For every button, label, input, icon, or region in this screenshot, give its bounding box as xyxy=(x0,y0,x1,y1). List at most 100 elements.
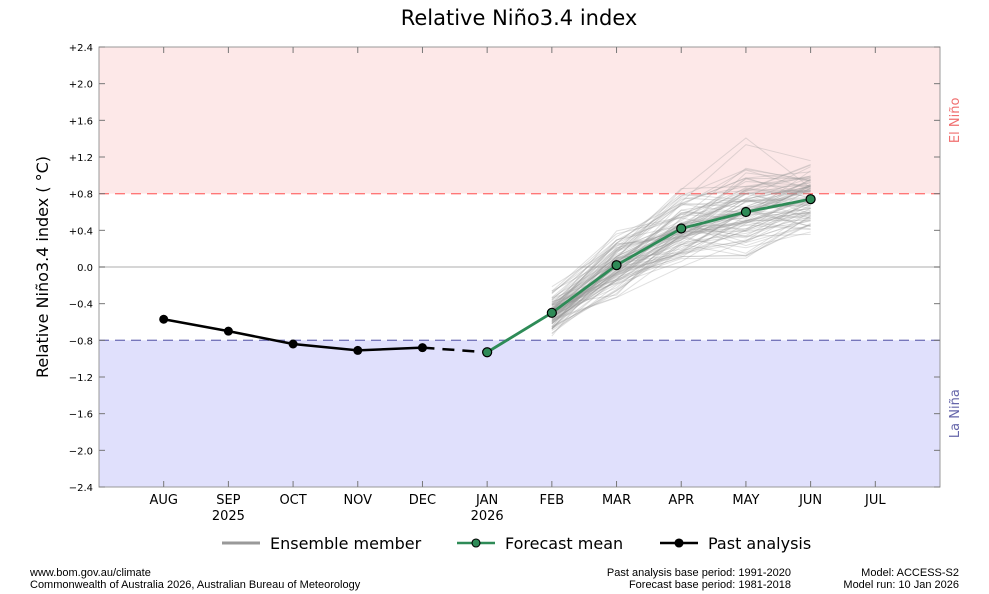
year-label: 2025 xyxy=(212,509,245,524)
past-to-forecast-dashed-line xyxy=(422,346,488,354)
ensemble-member-line xyxy=(551,202,811,315)
y-tick-label: +0.4 xyxy=(69,226,93,237)
y-tick-label: −0.4 xyxy=(69,300,93,311)
y-tick-label: −2.4 xyxy=(69,483,93,494)
forecast-mean-point xyxy=(740,206,752,218)
ensemble-member-line xyxy=(551,166,811,321)
ensemble-member-line xyxy=(551,207,811,299)
ensemble-member-line xyxy=(551,190,811,298)
y-axis-label: Relative Niño3.4 index ( °C) xyxy=(33,156,52,378)
legend-ensemble-label: Ensemble member xyxy=(270,534,422,553)
ensemble-member-line xyxy=(551,200,811,330)
ensemble-member-line xyxy=(551,185,811,318)
x-tick-label: MAY xyxy=(732,493,759,508)
ensemble-member-line xyxy=(551,180,811,315)
ensemble-member-line xyxy=(551,177,811,319)
footer-copyright: Commonwealth of Australia 2026, Australi… xyxy=(30,579,361,591)
ensemble-member-line xyxy=(551,177,811,327)
ensemble-member-line xyxy=(551,195,811,329)
ensemble-member-line xyxy=(551,188,811,325)
ensemble-member-line xyxy=(551,216,811,325)
ensemble-member-line xyxy=(551,196,811,320)
ensemble-member-line xyxy=(551,197,811,320)
y-tick-label: −1.6 xyxy=(69,410,93,421)
footer-model-run: Model run: 10 Jan 2026 xyxy=(843,579,959,591)
y-tick-label: +1.2 xyxy=(69,153,93,164)
ensemble-member-line xyxy=(551,224,811,301)
forecast-mean-point xyxy=(546,307,557,318)
el-nino-region xyxy=(99,47,940,194)
y-tick-label: +2.4 xyxy=(69,43,93,54)
ensemble-member-line xyxy=(551,214,811,310)
ensemble-member-line xyxy=(551,164,811,292)
ensemble-member-line xyxy=(551,167,811,294)
ensemble-member-line xyxy=(551,223,811,305)
ensemble-member-line xyxy=(551,188,811,316)
ensemble-member-line xyxy=(551,199,811,311)
ensemble-member-line xyxy=(551,186,811,316)
ensemble-member-line xyxy=(551,209,811,314)
past-analysis-point xyxy=(223,326,233,336)
year-label: 2026 xyxy=(471,509,504,524)
past-analysis-point xyxy=(353,345,363,355)
legend-past-marker xyxy=(674,538,684,548)
ensemble-member-line xyxy=(551,171,811,323)
forecast-mean-point xyxy=(805,194,816,205)
ensemble-member-line xyxy=(551,169,811,301)
ensemble-member-line xyxy=(551,199,811,328)
ensemble-member-line xyxy=(551,216,811,330)
legend-forecast-label: Forecast mean xyxy=(505,534,623,553)
legend-past-label: Past analysis xyxy=(708,534,811,553)
ensemble-member-line xyxy=(551,221,811,328)
ensemble-member-line xyxy=(551,208,811,319)
ensemble-member-line xyxy=(551,187,811,292)
ensemble-member-line xyxy=(551,201,811,330)
y-tick-label: +1.6 xyxy=(69,116,93,127)
ensemble-member-line xyxy=(551,178,811,325)
la-nina-label: La Niña xyxy=(948,389,963,438)
y-tick-label: +2.0 xyxy=(69,80,93,91)
x-tick-label: JUL xyxy=(864,493,886,508)
forecast-mean-point xyxy=(611,260,622,271)
x-tick-label: AUG xyxy=(149,493,177,508)
la-nina-region xyxy=(99,340,940,487)
x-tick-label: MAR xyxy=(602,493,631,508)
x-tick-label: JUN xyxy=(798,493,822,508)
x-tick-label: DEC xyxy=(409,493,436,508)
y-tick-label: 0.0 xyxy=(77,263,93,274)
x-tick-label: FEB xyxy=(540,493,565,508)
forecast-mean-point xyxy=(482,347,493,358)
past-analysis-point xyxy=(417,343,427,353)
ensemble-member-line xyxy=(551,137,811,311)
past-analysis-point xyxy=(288,339,298,349)
ensemble-member-line xyxy=(551,207,811,328)
ensemble-member-line xyxy=(551,201,811,294)
ensemble-member-line xyxy=(551,218,811,321)
ensemble-member-line xyxy=(551,197,811,334)
ensemble-member-line xyxy=(551,175,811,306)
y-tick-label: +0.8 xyxy=(69,190,93,201)
ensemble-member-line xyxy=(551,197,811,334)
ensemble-member-line xyxy=(551,170,811,304)
ensemble-member-line xyxy=(551,163,811,310)
forecast-mean-point xyxy=(676,223,687,234)
footer-forecast-base: Forecast base period: 1981-2018 xyxy=(628,579,791,591)
chart-title: Relative Niño3.4 index xyxy=(401,6,638,30)
ensemble-member-line xyxy=(551,208,811,309)
ensemble-member-line xyxy=(551,219,811,310)
ensemble-member-line xyxy=(551,201,811,319)
footer-site: www.bom.gov.au/climate xyxy=(30,567,151,579)
y-tick-label: −2.0 xyxy=(69,446,93,457)
past-analysis-point xyxy=(159,314,169,324)
footer-past-base: Past analysis base period: 1991-2020 xyxy=(606,567,791,579)
ensemble-member-line xyxy=(551,223,811,331)
ensemble-member-line xyxy=(551,231,811,309)
el-nino-label: El Niño xyxy=(948,98,963,144)
legend-forecast-marker xyxy=(471,538,481,548)
ensemble-member-line xyxy=(551,215,811,318)
ensemble-member-line xyxy=(551,193,811,305)
forecast-mean-line xyxy=(486,197,811,354)
x-tick-label: APR xyxy=(668,493,694,508)
ensemble-member-line xyxy=(551,182,811,306)
